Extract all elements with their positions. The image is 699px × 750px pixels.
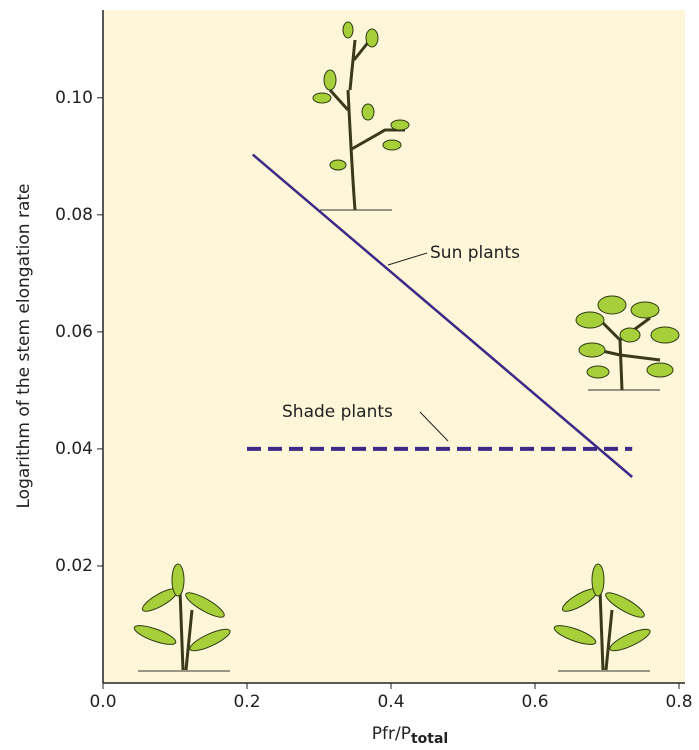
x-tick-label: 0.2 [233, 692, 260, 712]
y-axis-label: Logarithm of the stem elongation rate [14, 183, 34, 508]
leader-line [387, 252, 428, 266]
x-tick-label: 0.0 [89, 692, 116, 712]
y-tick-label: 0.08 [55, 205, 93, 225]
x-axis-label-main: Pfr/P [372, 724, 411, 744]
series-line [251, 153, 634, 478]
series-label: Sun plants [430, 243, 520, 263]
y-tick-label: 0.10 [55, 88, 93, 108]
y-tick-label: 0.02 [55, 556, 93, 576]
x-tick-label: 0.8 [665, 692, 692, 712]
x-tick-label: 0.4 [377, 692, 404, 712]
leader-line [419, 411, 449, 442]
plant-illustration [133, 21, 680, 672]
y-tick-label: 0.06 [55, 322, 93, 342]
y-tick-label: 0.04 [55, 439, 93, 459]
x-tick-label: 0.6 [521, 692, 548, 712]
x-axis-label-subscript: total [411, 731, 448, 747]
series-label: Shade plants [282, 402, 393, 422]
x-axis-label: Pfr/Ptotal [372, 724, 448, 747]
